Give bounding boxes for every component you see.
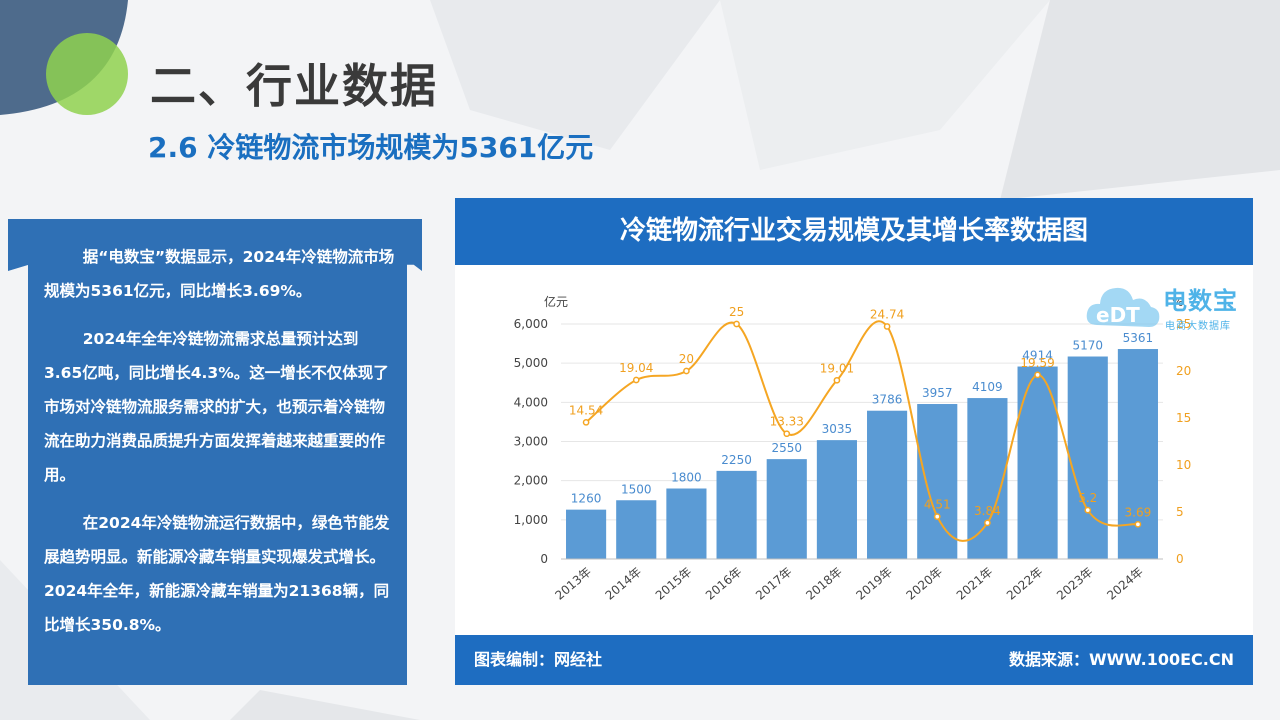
bar xyxy=(766,459,807,559)
bar xyxy=(867,410,908,559)
bar-value-label: 2250 xyxy=(721,453,752,467)
bar xyxy=(1067,356,1108,559)
y-left-tick-label: 0 xyxy=(540,552,548,566)
bar-value-label: 1800 xyxy=(671,471,702,485)
chart-footer xyxy=(455,635,1253,685)
bg-facet xyxy=(230,690,420,720)
growth-rate-label: 19.04 xyxy=(619,361,653,375)
logo-subtext: 电商大数据库 xyxy=(1165,321,1231,332)
logo-mark-text: eDT xyxy=(1096,303,1140,327)
growth-rate-label: 24.74 xyxy=(870,307,904,321)
x-tick-label: 2024年 xyxy=(1104,565,1146,603)
growth-rate-label: 3.84 xyxy=(974,504,1001,518)
page-subtitle: 2.6 冷链物流市场规模为5361亿元 xyxy=(148,131,594,164)
paragraph-3: 在2024年冷链物流运行数据中，绿色节能发展趋势明显。新能源冷藏车销量实现爆发式… xyxy=(44,514,390,634)
bar-value-label: 3035 xyxy=(822,422,853,436)
bar-value-label: 5170 xyxy=(1072,339,1103,353)
y-right-tick-label: 10 xyxy=(1176,458,1191,472)
growth-rate-label: 19.01 xyxy=(820,361,854,375)
growth-rate-point xyxy=(582,418,590,426)
growth-rate-label: 4.51 xyxy=(924,498,951,512)
bar-value-label: 4914 xyxy=(1022,349,1053,363)
growth-rate-point xyxy=(632,376,640,384)
green-circle xyxy=(46,33,128,115)
y-left-unit-label: 亿元 xyxy=(544,294,568,309)
cloud-shape xyxy=(1086,287,1160,327)
x-tick-label: 2021年 xyxy=(954,565,996,603)
y-right-tick-label: 0 xyxy=(1176,552,1184,566)
growth-rate-label: 3.69 xyxy=(1125,505,1152,519)
bg-facet xyxy=(720,0,1050,170)
text-panel-body: 据“电数宝”数据显示，2024年冷链物流市场规模为5361亿元，同比增长3.69… xyxy=(44,240,396,656)
bar-value-label: 3957 xyxy=(922,386,953,400)
x-tick-label: 2016年 xyxy=(703,565,745,603)
growth-rate-point xyxy=(984,519,991,527)
dianshubao-logo: eDT 电数宝 电商大数据库 xyxy=(1083,273,1253,343)
growth-rate-point xyxy=(733,320,740,328)
y-right-tick-label: 5 xyxy=(1176,505,1184,519)
x-tick-label: 2018年 xyxy=(803,565,845,603)
paragraph-2: 2024年全年冷链物流需求总量预计达到3.65亿吨，同比增长4.3%。这一增长不… xyxy=(44,330,389,484)
growth-rate-label: 20 xyxy=(679,352,694,366)
y-left-tick-label: 1,000 xyxy=(514,513,548,527)
x-tick-label: 2023年 xyxy=(1054,565,1096,603)
x-tick-label: 2013年 xyxy=(552,565,594,603)
x-tick-label: 2022年 xyxy=(1004,565,1046,603)
growth-rate-label: 13.33 xyxy=(770,415,804,429)
growth-rate-point xyxy=(933,513,941,520)
logo-text: 电数宝 xyxy=(1163,287,1238,315)
bg-facet xyxy=(430,0,720,150)
growth-rate-point xyxy=(1134,520,1142,528)
bar-value-label: 4109 xyxy=(972,380,1003,394)
y-left-tick-label: 4,000 xyxy=(514,395,548,409)
paragraph-1: 据“电数宝”数据显示，2024年冷链物流市场规模为5361亿元，同比增长3.69… xyxy=(44,248,395,300)
page-title: 二、行业数据 xyxy=(150,59,438,113)
growth-rate-label: 25 xyxy=(729,305,744,319)
y-right-unit-label: % xyxy=(1172,295,1183,309)
bar xyxy=(716,470,757,559)
y-right-tick-label: 15 xyxy=(1176,411,1191,425)
text-panel xyxy=(28,240,407,685)
chart-title: 冷链物流行业交易规模及其增长率数据图 xyxy=(619,216,1088,246)
bar xyxy=(816,440,857,559)
growth-rate-point xyxy=(783,430,791,438)
y-left-tick-label: 3,000 xyxy=(514,435,548,449)
bar xyxy=(666,488,707,559)
growth-rate-label: 19.59 xyxy=(1020,356,1054,370)
bar xyxy=(566,509,607,559)
y-right-tick-label: 25 xyxy=(1176,317,1191,331)
chart-plot: 0 1,000 2,000 3,000 4,000 5,000 6,000 亿元 0 5 10 15 2… xyxy=(514,294,1192,603)
bar-value-label: 1260 xyxy=(571,492,602,506)
growth-rate-point xyxy=(883,323,891,330)
growth-rate-point xyxy=(1084,506,1092,514)
bar-value-label: 3786 xyxy=(872,393,903,407)
y-left-tick-label: 2,000 xyxy=(514,474,548,488)
growth-rate-label: 14.54 xyxy=(569,403,603,417)
growth-rate-point xyxy=(1034,371,1041,379)
x-tick-label: 2019年 xyxy=(853,565,895,603)
bar-value-label: 1500 xyxy=(621,482,652,496)
y-left-tick-label: 5,000 xyxy=(514,356,548,370)
chart-card: 冷链物流行业交易规模及其增长率数据图 0 1,000 2,000 3,000 4,000… xyxy=(455,198,1253,685)
bar xyxy=(917,404,958,559)
chart-header xyxy=(455,198,1253,265)
bar-value-label: 2550 xyxy=(771,441,802,455)
growth-rate-point xyxy=(833,376,841,384)
growth-rate-point xyxy=(683,367,690,375)
cloud-logo-icon: eDT xyxy=(1086,287,1160,327)
y-right-tick-label: 20 xyxy=(1176,364,1191,378)
bg-facet xyxy=(1000,0,1280,200)
growth-rate-label: 5.2 xyxy=(1078,491,1097,505)
bar xyxy=(616,500,657,559)
data-source-credit: 数据来源：WWW.100EC.CN xyxy=(1008,650,1234,669)
x-tick-label: 2015年 xyxy=(653,565,695,603)
x-tick-label: 2014年 xyxy=(603,565,645,603)
x-tick-label: 2020年 xyxy=(904,565,946,603)
x-tick-label: 2017年 xyxy=(753,565,795,603)
bar-value-label: 5361 xyxy=(1123,331,1154,345)
y-left-tick-label: 6,000 xyxy=(514,317,548,331)
bar xyxy=(967,398,1008,559)
chart-compiler-credit: 图表编制：网经社 xyxy=(474,650,603,669)
